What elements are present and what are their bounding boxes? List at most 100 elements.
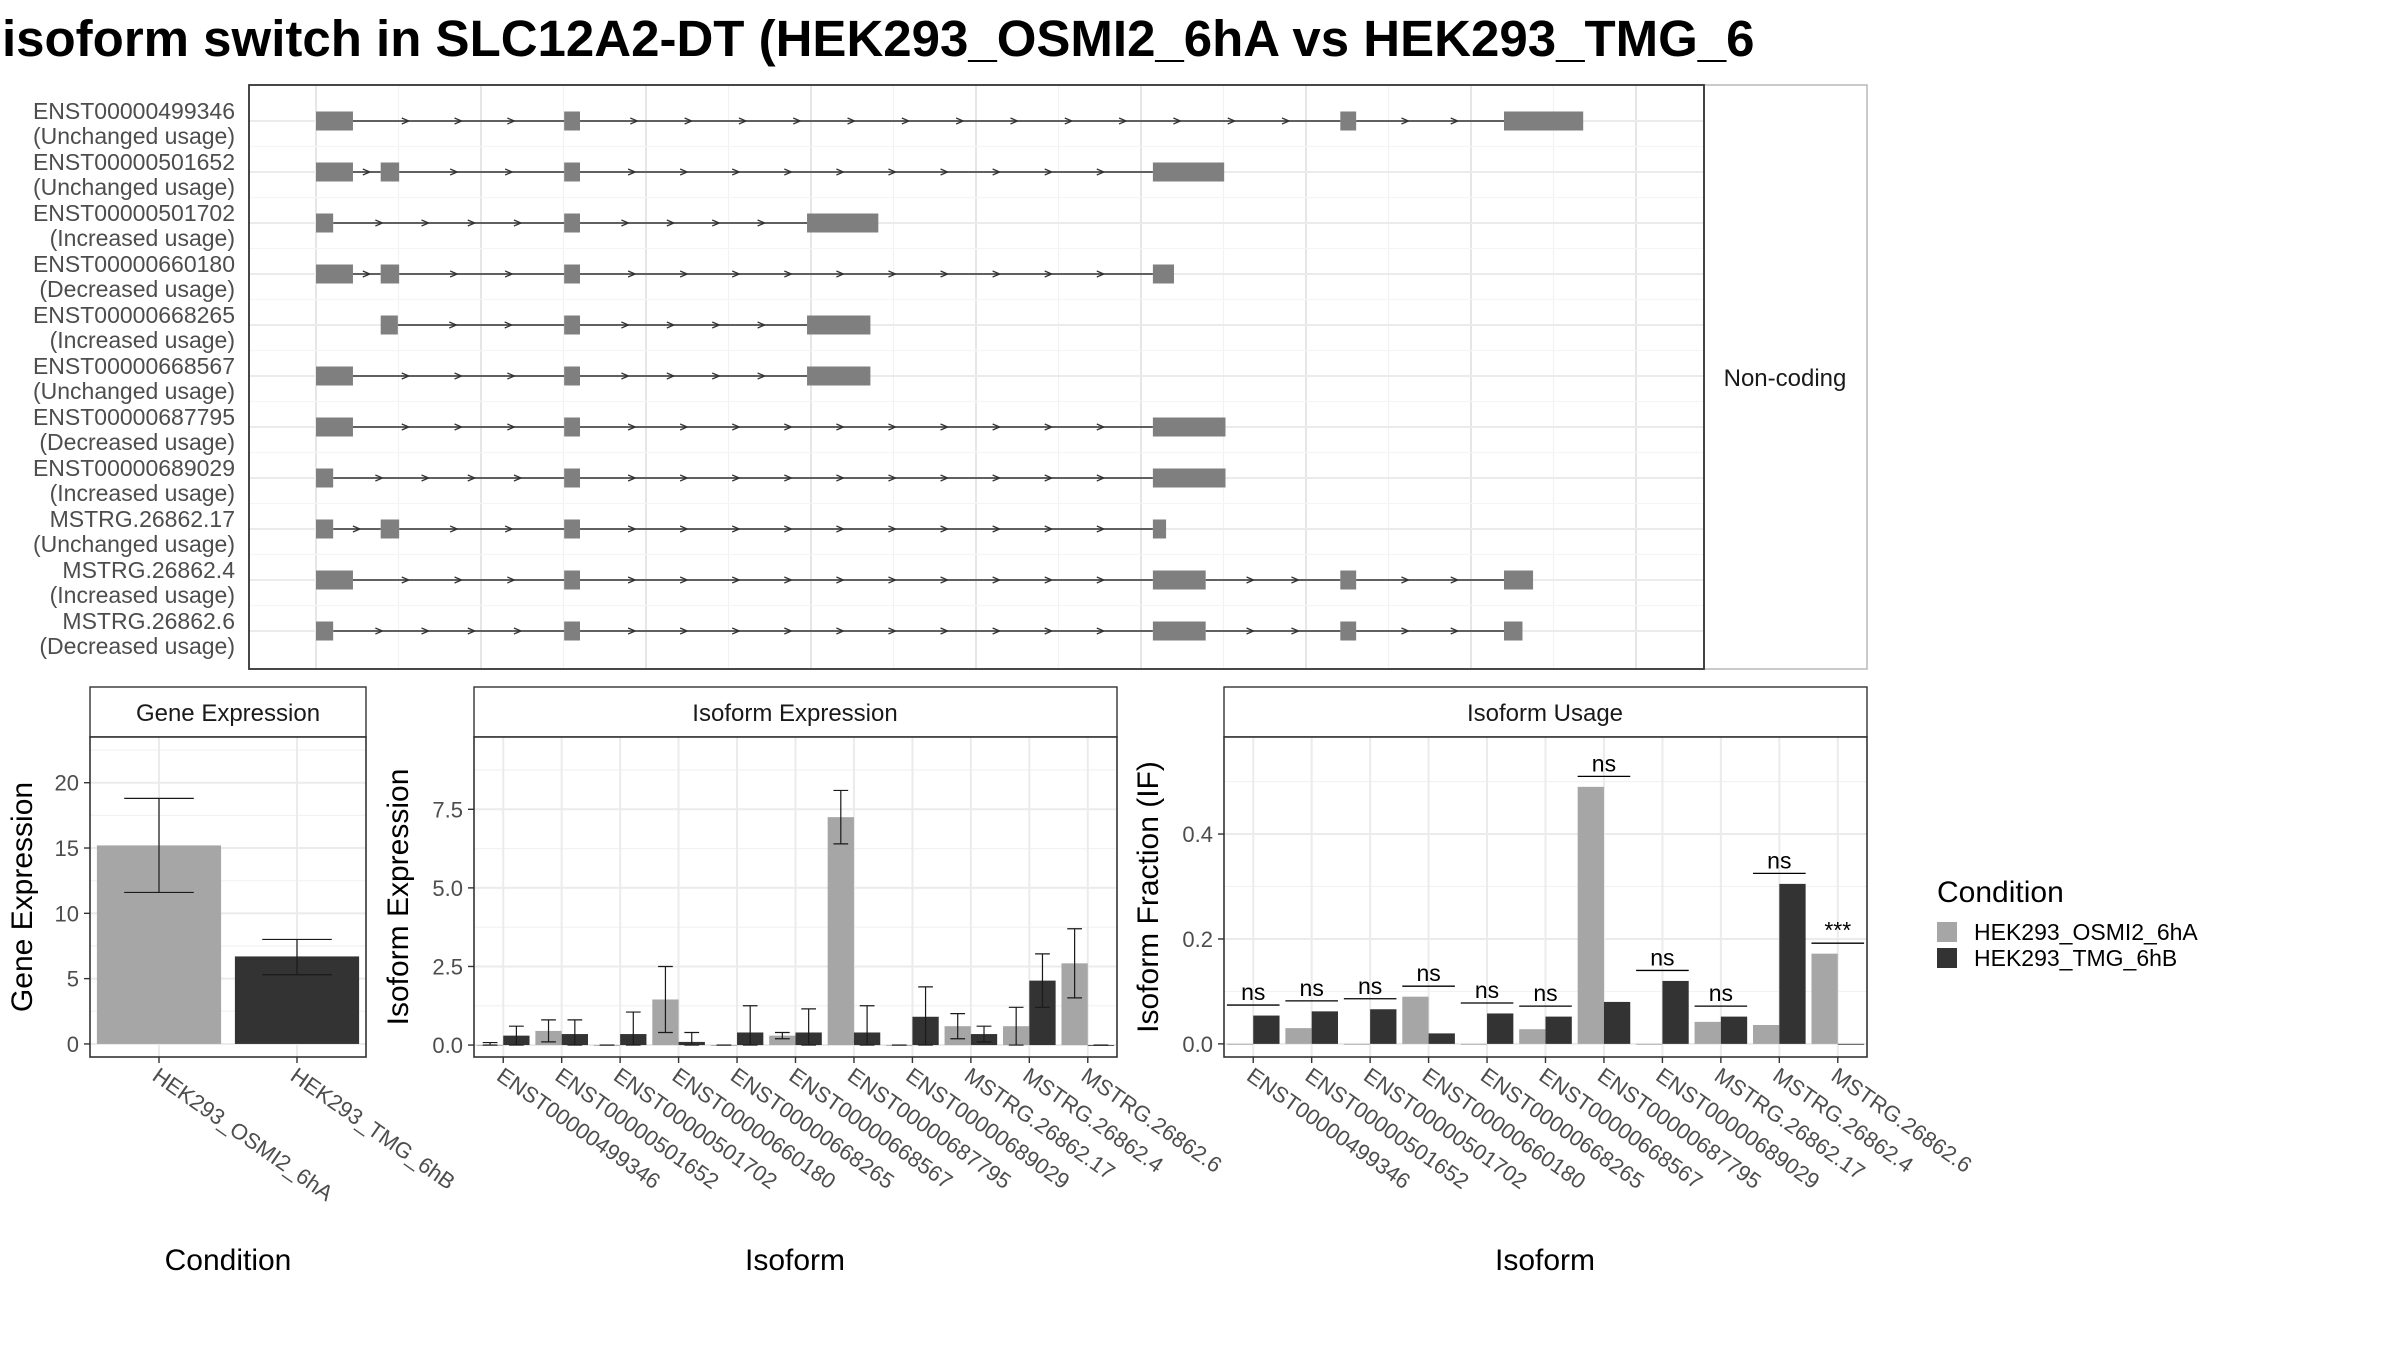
- intron-arrow: [513, 627, 523, 635]
- isoform-track: [316, 111, 1584, 131]
- intron-arrow: [679, 423, 689, 431]
- isoform-label-usage: (Unchanged usage): [33, 123, 235, 149]
- isoform-label-usage: (Increased usage): [50, 327, 235, 353]
- error-bar: [124, 797, 194, 894]
- isoform-track: [316, 366, 871, 386]
- intron-arrow: [1044, 474, 1054, 482]
- intron-arrow: [888, 423, 898, 431]
- exon-block: [1504, 111, 1584, 131]
- isoform-label-usage: (Decreased usage): [39, 429, 235, 455]
- isoform-label-id: ENST00000668567: [33, 353, 235, 379]
- intron-arrow: [679, 627, 689, 635]
- intron-arrow: [731, 576, 741, 584]
- data-bar: [1577, 786, 1604, 1044]
- y-tick-label: 0.2: [1182, 927, 1213, 952]
- intron-arrow: [621, 219, 631, 227]
- data-bar: [1811, 953, 1838, 1044]
- significance-label: ns: [1475, 977, 1499, 1003]
- intron-arrow: [738, 117, 748, 125]
- exon-block: [807, 315, 871, 335]
- intron-arrow: [504, 270, 514, 278]
- intron-arrow: [888, 474, 898, 482]
- exon-block: [1152, 570, 1206, 590]
- significance-label: ***: [1824, 917, 1851, 943]
- intron-arrow: [1118, 117, 1128, 125]
- exon-block: [1152, 417, 1226, 437]
- exon-block: [564, 315, 580, 335]
- intron-arrow: [1096, 525, 1106, 533]
- intron-arrow: [1291, 576, 1301, 584]
- exon-block: [316, 519, 334, 539]
- data-bar: [1285, 1028, 1312, 1044]
- intron-arrow: [679, 525, 689, 533]
- isoform-usage-strip-label: Isoform Usage: [1467, 700, 1623, 727]
- intron-arrow: [513, 219, 523, 227]
- non-coding-facet-strip: [1703, 84, 1868, 670]
- intron-arrow: [1096, 270, 1106, 278]
- exon-block: [316, 468, 334, 488]
- error-bar: [262, 938, 332, 976]
- intron-arrow: [1044, 270, 1054, 278]
- intron-arrow: [711, 321, 721, 329]
- error-bar: [950, 1013, 966, 1040]
- intron-arrow: [992, 270, 1002, 278]
- intron-arrow: [467, 474, 477, 482]
- isoform-label-id: ENST00000499346: [33, 98, 235, 124]
- isoform-label-usage: (Unchanged usage): [33, 174, 235, 200]
- intron-arrow: [401, 117, 411, 125]
- isoform-labels: ENST00000499346(Unchanged usage)ENST0000…: [33, 98, 235, 659]
- intron-arrow: [454, 372, 464, 380]
- intron-arrow: [627, 270, 637, 278]
- y-tick-label: 20: [55, 771, 79, 796]
- exon-block: [1504, 621, 1523, 641]
- intron-arrow: [1227, 117, 1237, 125]
- exon-block: [564, 366, 580, 386]
- y-tick-label: 0.0: [432, 1033, 463, 1058]
- data-bar: [1343, 1043, 1371, 1045]
- intron-arrow: [1064, 117, 1074, 125]
- intron-arrow: [992, 576, 1002, 584]
- intron-arrow: [1401, 627, 1411, 635]
- intron-arrow: [352, 525, 362, 533]
- isoform-expression-strip: [473, 686, 1118, 738]
- y-tick-label: 0: [67, 1032, 79, 1057]
- intron-arrow: [940, 168, 950, 176]
- intron-arrow: [421, 627, 431, 635]
- intron-arrow: [1096, 168, 1106, 176]
- legend-title: Condition: [1937, 876, 2064, 909]
- gene-expression-x-title: Condition: [165, 1244, 292, 1277]
- legend-label-tmg: HEK293_TMG_6hB: [1974, 945, 2177, 971]
- exon-block: [316, 111, 353, 131]
- intron-arrow: [507, 372, 517, 380]
- legend-swatch-tmg: [1937, 948, 1957, 968]
- significance-label: ns: [1416, 960, 1440, 986]
- intron-arrow: [1401, 117, 1411, 125]
- intron-arrow: [888, 270, 898, 278]
- isoform-expression-strip-label: Isoform Expression: [692, 700, 897, 727]
- data-bar: [1428, 1033, 1455, 1044]
- intron-arrow: [1450, 627, 1460, 635]
- y-tick-label: 0.4: [1182, 822, 1213, 847]
- significance-label: ns: [1709, 980, 1733, 1006]
- intron-arrow: [1096, 627, 1106, 635]
- exon-block: [380, 519, 400, 539]
- y-tick-label: 0.0: [1182, 1032, 1213, 1057]
- data-bar: [1460, 1043, 1488, 1045]
- isoform-track: [316, 213, 879, 233]
- intron-arrow: [784, 168, 793, 176]
- intron-arrow: [940, 576, 950, 584]
- exon-block: [380, 264, 400, 284]
- intron-arrow: [940, 423, 950, 431]
- intron-arrow: [684, 117, 694, 125]
- intron-arrow: [731, 627, 741, 635]
- isoform-track: [316, 264, 1174, 284]
- intron-arrow: [836, 474, 846, 482]
- error-bar: [976, 1025, 992, 1043]
- error-bar: [1035, 953, 1050, 1008]
- exon-block: [316, 570, 353, 590]
- significance-label: ns: [1533, 980, 1557, 1006]
- error-bar: [482, 1041, 498, 1046]
- isoform-label-usage: (Unchanged usage): [33, 531, 235, 557]
- intron-arrow: [731, 168, 741, 176]
- isoform-label-usage: (Increased usage): [50, 225, 235, 251]
